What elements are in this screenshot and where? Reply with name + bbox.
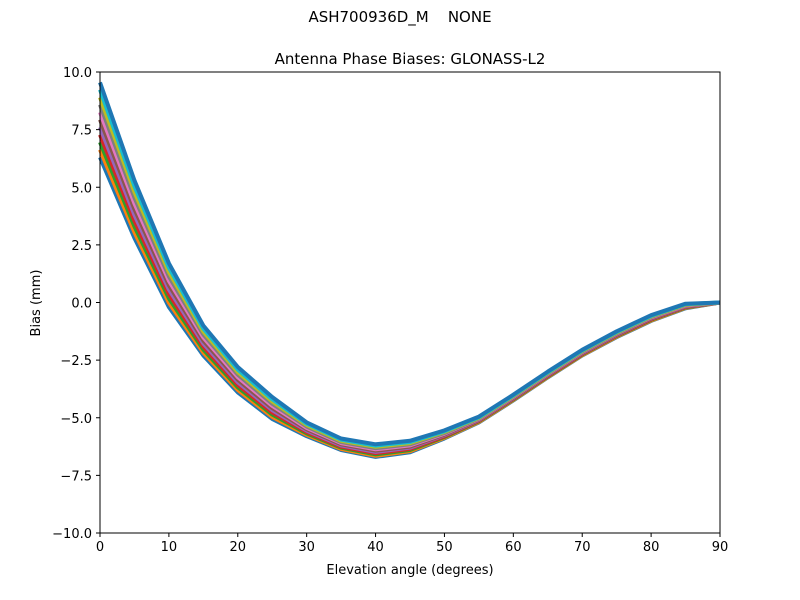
x-tick-label: 40 xyxy=(367,540,384,555)
series-line-10 xyxy=(98,81,721,447)
series-line-6 xyxy=(98,111,721,452)
y-axis-label: Bias (mm) xyxy=(29,270,44,337)
x-tick-label: 0 xyxy=(96,540,104,555)
series-line-3 xyxy=(98,133,721,456)
x-axis: 0 10 20 30 40 50 60 70 80 90 xyxy=(96,533,728,555)
y-axis: 10.0 7.5 5.0 2.5 0.0 −2.5 −5.0 −7.5 −10.0 xyxy=(52,66,100,542)
x-tick-label: 20 xyxy=(230,540,247,555)
y-tick-label: 7.5 xyxy=(71,124,92,139)
series-line-8 xyxy=(98,96,721,449)
series-line-9 xyxy=(98,89,721,448)
figure-suptitle: ASH700936D_M NONE xyxy=(308,8,492,26)
x-tick-label: 10 xyxy=(161,540,178,555)
y-tick-label: −10.0 xyxy=(52,527,92,542)
x-tick-label: 90 xyxy=(712,540,729,555)
x-tick-label: 30 xyxy=(298,540,315,555)
y-tick-label: −7.5 xyxy=(60,469,92,484)
x-axis-label: Elevation angle (degrees) xyxy=(326,563,493,578)
y-tick-label: 0.0 xyxy=(71,297,92,312)
y-tick-label: 10.0 xyxy=(63,66,92,81)
series-line-4 xyxy=(98,126,721,454)
x-tick-label: 80 xyxy=(643,540,660,555)
series-line-7 xyxy=(98,104,721,451)
series-line-5 xyxy=(98,118,721,453)
y-tick-label: 2.5 xyxy=(71,239,92,254)
chart-title: Antenna Phase Biases: GLONASS-L2 xyxy=(275,50,546,68)
y-tick-label: −2.5 xyxy=(60,354,92,369)
series-lines xyxy=(98,81,721,459)
y-tick-label: −5.0 xyxy=(60,412,92,427)
x-tick-label: 60 xyxy=(505,540,522,555)
x-tick-label: 50 xyxy=(436,540,453,555)
series-line-2 xyxy=(98,141,721,457)
axes-frame xyxy=(99,71,721,534)
y-tick-label: 5.0 xyxy=(71,181,92,196)
x-tick-label: 70 xyxy=(574,540,591,555)
